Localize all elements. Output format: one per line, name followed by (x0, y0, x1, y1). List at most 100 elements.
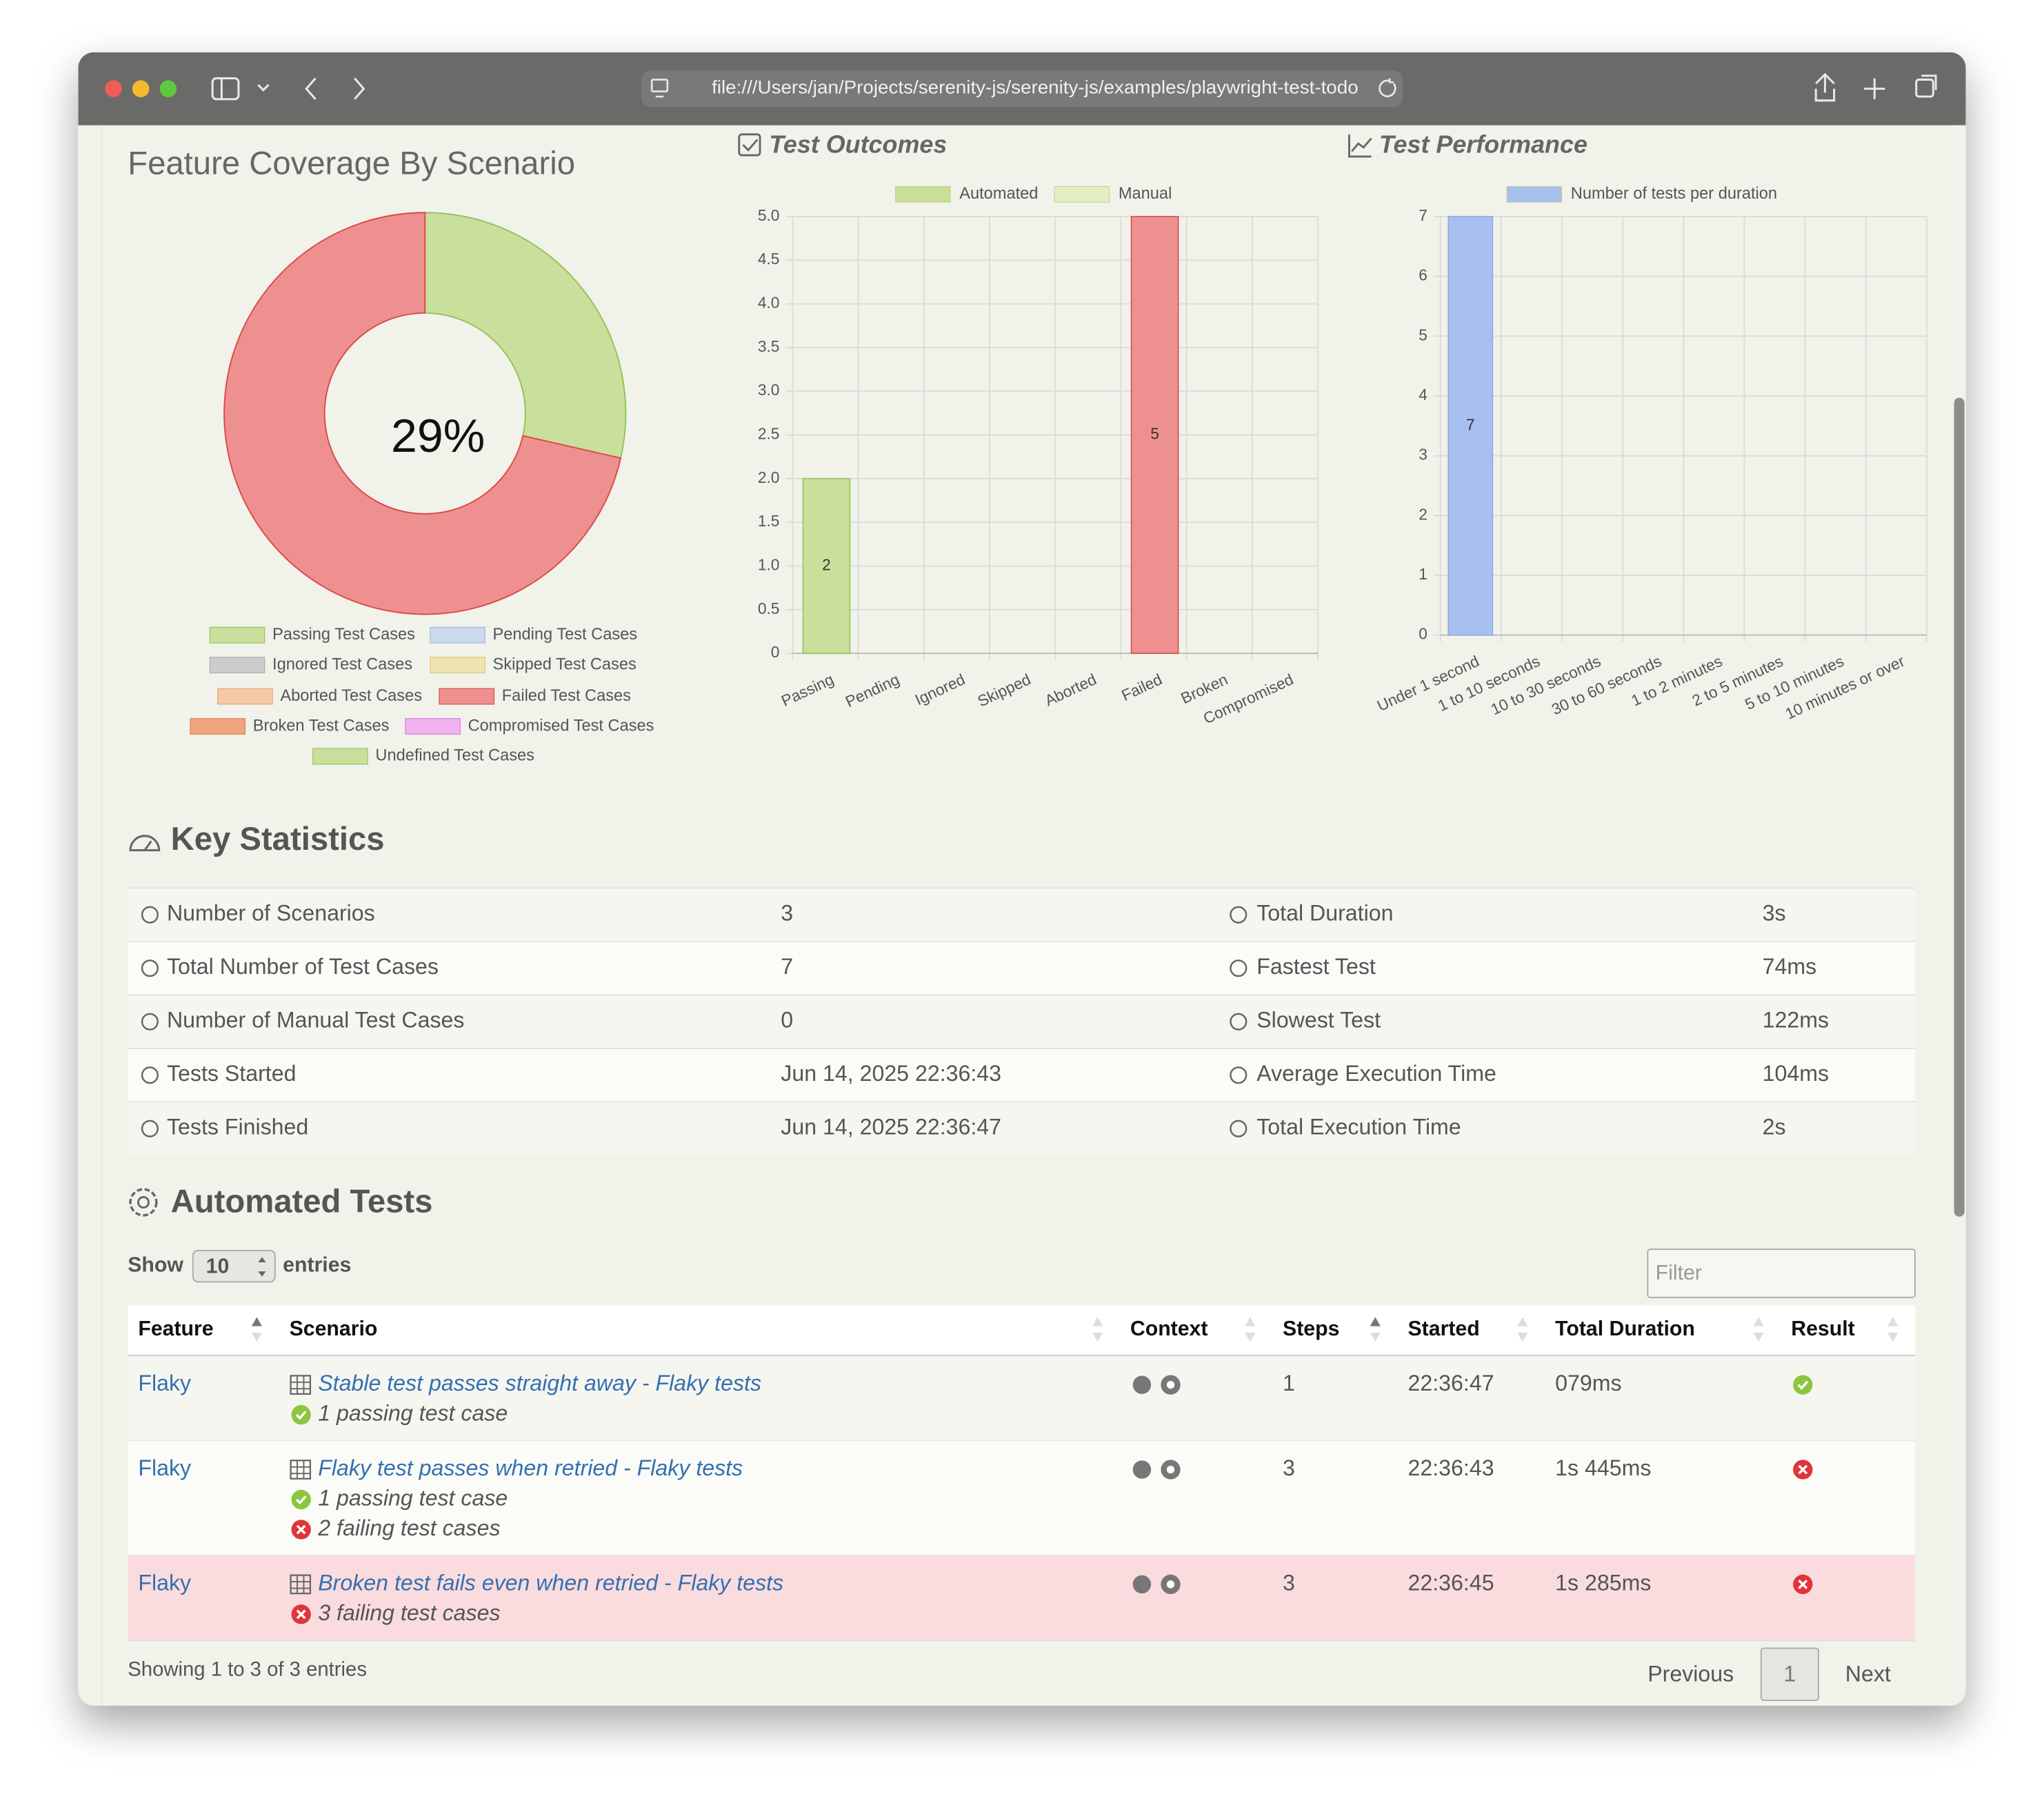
y-tick-label: 0 (1419, 625, 1427, 643)
column-header[interactable]: Feature (138, 1317, 213, 1340)
stat-icon (141, 1066, 159, 1084)
icon-glyph (1798, 1579, 1808, 1589)
legend-swatch (895, 186, 951, 203)
stat-text: Fastest Test (1256, 954, 1376, 979)
stat-text: 122ms (1763, 1008, 1829, 1033)
legend-label: Broken Test Cases (253, 717, 390, 735)
column-header[interactable]: Result (1791, 1317, 1854, 1340)
filter-input[interactable] (1647, 1249, 1916, 1298)
feature-link[interactable]: Flaky (138, 1455, 191, 1480)
address-bar[interactable] (641, 70, 1403, 108)
stat-icon (141, 1013, 159, 1031)
forward-button[interactable] (354, 77, 365, 100)
outcome-summary: 3 failing test cases (318, 1600, 500, 1625)
os-icon (1132, 1575, 1152, 1594)
scenario-link[interactable]: Broken test fails even when retried - Fl… (318, 1570, 783, 1595)
sidebar-button[interactable] (211, 77, 240, 101)
stats-row (128, 941, 1915, 995)
sort-arrow (1092, 1333, 1103, 1342)
sort-arrow (1753, 1317, 1764, 1326)
legend-label: Ignored Test Cases (272, 655, 412, 673)
legend-swatch (209, 657, 265, 674)
sort-arrow (1245, 1317, 1256, 1326)
sort-arrow (1517, 1317, 1528, 1326)
next-button[interactable]: Next (1845, 1662, 1891, 1687)
stat-icon (1230, 959, 1248, 977)
close-button[interactable] (105, 80, 122, 97)
value-label: 5 (1150, 425, 1159, 443)
y-tick-label: 2.5 (758, 425, 780, 443)
legend-label: Passing Test Cases (272, 626, 415, 644)
stat-icon (141, 959, 159, 977)
y-tick-label: 2 (1419, 505, 1427, 523)
column-header[interactable]: Context (1130, 1317, 1208, 1340)
address-icons (650, 78, 1396, 98)
stat-text: Total Number of Test Cases (167, 954, 439, 979)
browser-icon (1166, 1380, 1175, 1389)
column-header[interactable]: Started (1408, 1317, 1480, 1340)
stats-row (128, 888, 1915, 942)
sort-arrow (1517, 1333, 1528, 1342)
filter-placeholder: Filter (1656, 1262, 1702, 1284)
sort-arrow (251, 1317, 262, 1326)
stats-row (128, 1048, 1915, 1102)
passing-icon (1793, 1375, 1813, 1395)
column-header[interactable]: Total Duration (1555, 1317, 1695, 1340)
scenario-link[interactable]: Stable test passes straight away - Flaky… (318, 1371, 761, 1395)
url: file:///Users/jan/Projects/serenity-js/s… (712, 77, 1359, 98)
stat-text: 2s (1763, 1115, 1786, 1140)
pie-slice (424, 212, 627, 459)
legend-swatch (217, 688, 273, 705)
chart-title: Test Performance (1379, 130, 1587, 158)
icon-glyph (296, 1609, 306, 1620)
os-icon (1132, 1460, 1152, 1479)
sidebar-menu[interactable] (257, 83, 270, 92)
browser-icon (1166, 1465, 1175, 1474)
zoom-button[interactable] (159, 80, 177, 97)
scroll-thumb[interactable] (1954, 397, 1965, 1217)
feature-link[interactable]: Flaky (138, 1371, 191, 1395)
icon-glyph (295, 1495, 307, 1505)
previous-button[interactable]: Previous (1647, 1662, 1734, 1687)
legend-swatch (209, 626, 265, 644)
checkbox-icon (738, 133, 761, 157)
sort-arrow (1245, 1333, 1256, 1342)
y-tick-label: 3.0 (758, 381, 780, 399)
section-title: Key Statistics (171, 821, 385, 857)
passing-icon (291, 1489, 311, 1510)
duration: 1s 285ms (1555, 1570, 1651, 1595)
icon-glyph (295, 1411, 307, 1420)
sort-arrow (1370, 1317, 1381, 1326)
y-tick-label: 7 (1419, 206, 1427, 224)
table-row (128, 1555, 1915, 1641)
share-button[interactable] (1814, 72, 1836, 102)
stat-text: Tests Finished (167, 1115, 308, 1140)
stat-text: Number of Scenarios (167, 901, 375, 926)
duration: 1s 445ms (1555, 1455, 1651, 1480)
stat-icon (141, 906, 159, 924)
column-header[interactable]: Scenario (290, 1317, 378, 1340)
duration: 079ms (1555, 1371, 1621, 1395)
page-length-select[interactable] (192, 1249, 276, 1283)
scenario-link[interactable]: Flaky test passes when retried - Flaky t… (318, 1455, 743, 1480)
center-label: 29% (391, 410, 485, 462)
gauge-icon (129, 835, 161, 852)
y-tick-label: 5 (1419, 326, 1427, 344)
table-icon (290, 1375, 312, 1395)
back-button[interactable] (305, 77, 317, 100)
page-button[interactable] (1760, 1647, 1819, 1702)
legend-label: Compromised Test Cases (468, 717, 654, 735)
new-tab-button[interactable] (1864, 78, 1885, 99)
tabs-button[interactable] (1915, 78, 1934, 98)
y-tick-label: 0 (771, 643, 780, 661)
table-info: Showing 1 to 3 of 3 entries (128, 1658, 367, 1680)
minimize-button[interactable] (132, 80, 150, 97)
page-number[interactable]: 1 (1783, 1662, 1796, 1687)
page-length-value: 10 (206, 1255, 230, 1277)
column-header[interactable]: Steps (1283, 1317, 1339, 1340)
bar (1130, 216, 1179, 654)
table-icon (290, 1575, 310, 1594)
feature-link[interactable]: Flaky (138, 1570, 191, 1595)
y-tick-label: 1.0 (758, 556, 780, 574)
